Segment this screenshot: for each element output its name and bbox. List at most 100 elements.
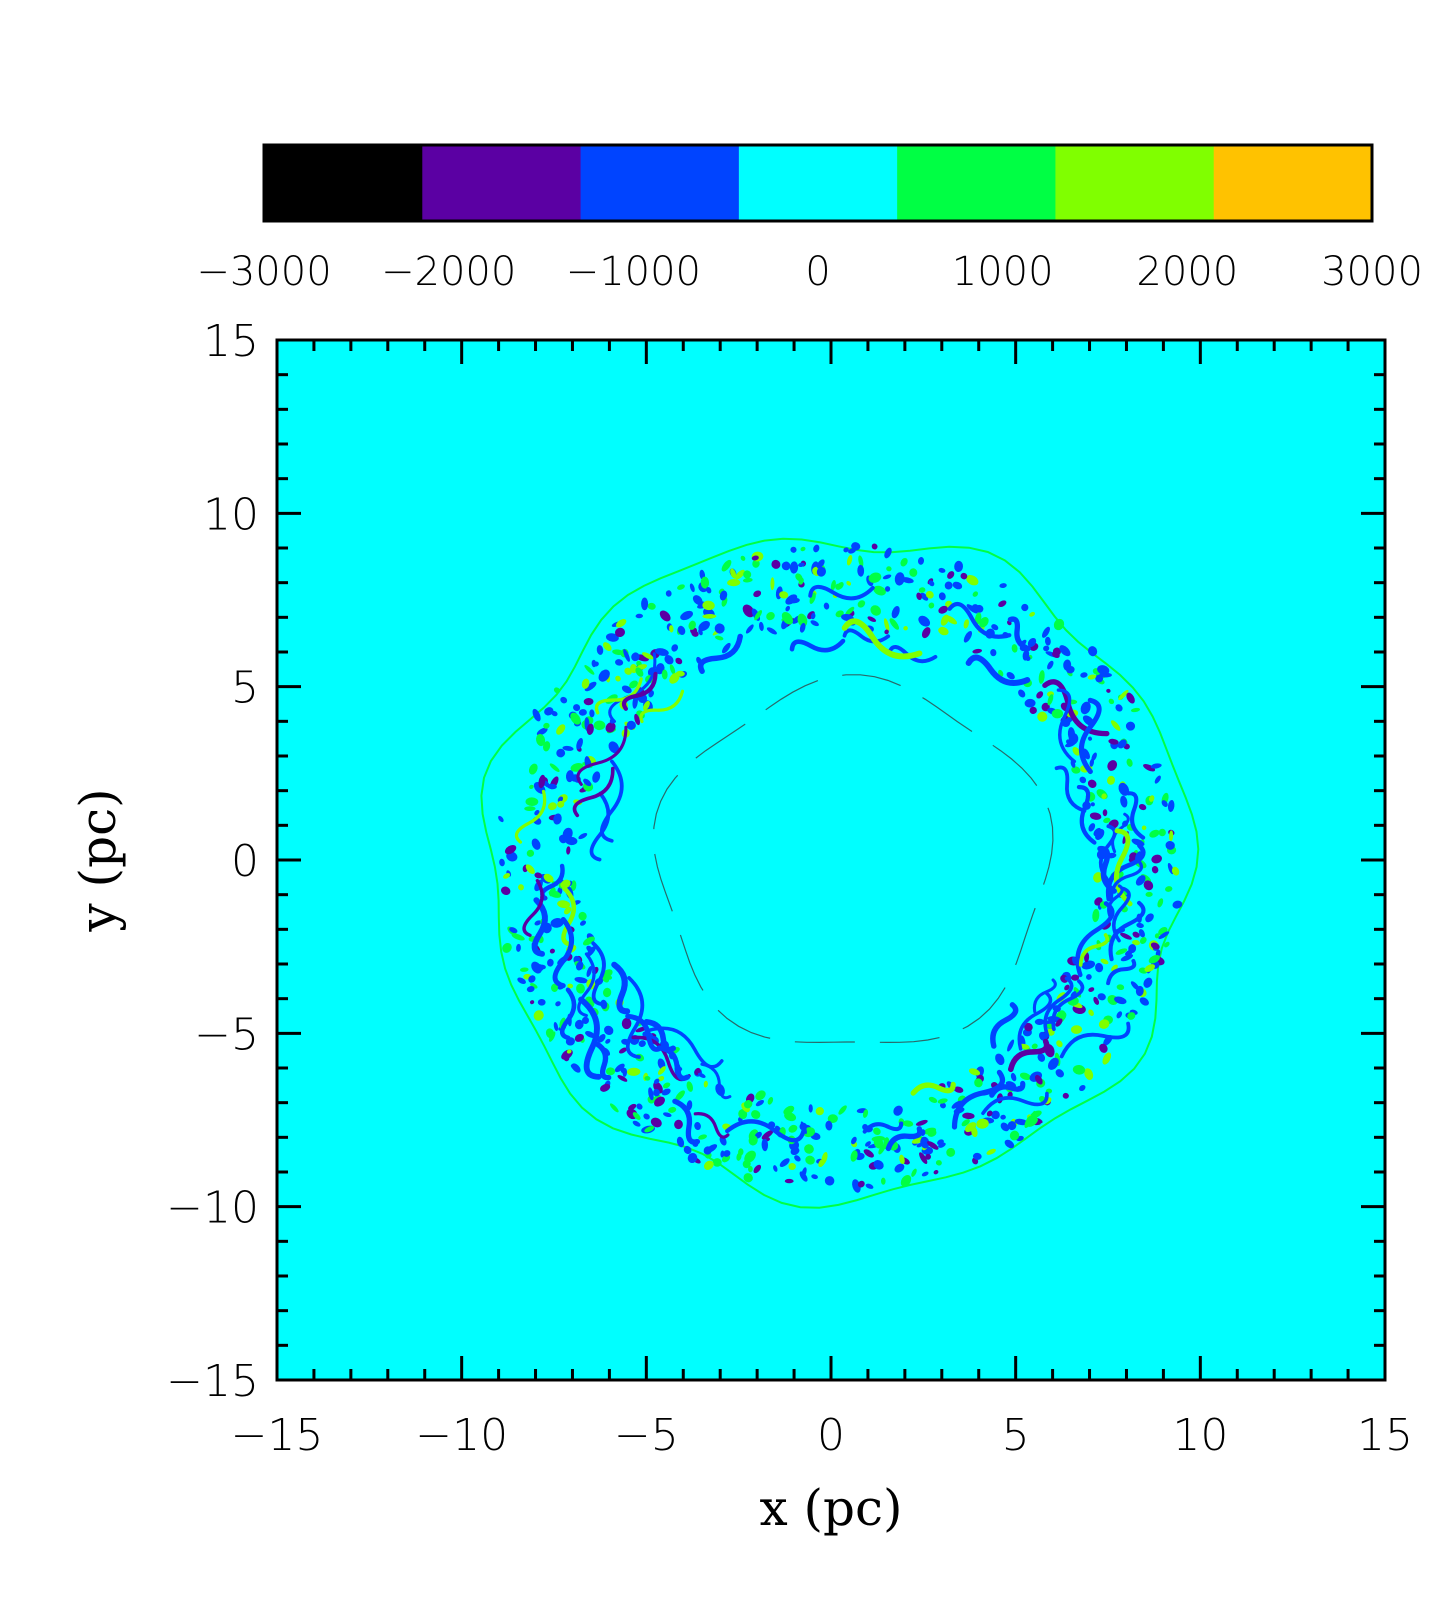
turbulent-blob [1116,984,1125,991]
turbulent-blob [743,570,752,579]
turbulent-blob [578,709,587,716]
turbulent-blob [788,1162,796,1171]
turbulent-blob [1158,828,1166,837]
turbulent-blob [846,554,853,566]
turbulent-blob [626,720,636,730]
turbulent-blob [1151,866,1159,874]
turbulent-blob [1024,1115,1033,1129]
turbulent-blob [838,1105,847,1115]
turbulent-blob [712,1158,722,1167]
turbulent-blob [596,645,604,655]
turbulent-blob [891,605,900,619]
turbulent-blob [688,620,696,630]
turbulent-blob [677,584,685,590]
turbulent-blob [525,864,535,875]
turbulent-blob [616,618,627,628]
turbulent-blob [917,557,925,565]
turbulent-blob [963,630,973,643]
turbulent-blob [1172,900,1183,909]
turbulent-blob [574,1019,584,1030]
filament [842,628,891,644]
turbulent-blob [598,669,610,682]
turbulent-blob [608,741,620,754]
turbulent-blob [1059,645,1071,657]
turbulent-blob [810,620,819,627]
turbulent-blob [557,900,571,909]
filament [989,1080,1026,1098]
turbulent-blob [628,1103,637,1111]
filament [841,618,923,660]
turbulent-blob [1145,913,1154,923]
turbulent-blob [1004,1139,1015,1149]
turbulent-blob [516,943,521,952]
turbulent-blob [604,1025,614,1036]
turbulent-blob [873,1136,884,1149]
turbulent-blob [816,559,825,569]
turbulent-blob [805,1155,815,1165]
turbulent-blob [795,573,803,582]
turbulent-blob [533,1010,544,1021]
x-tick-label: 0 [817,1410,845,1461]
turbulent-blob [1047,694,1054,706]
turbulent-blob [916,592,922,601]
turbulent-blob [1092,908,1100,923]
turbulent-blob [624,667,632,675]
turbulent-blob [1106,775,1116,785]
turbulent-blob [676,1136,685,1148]
turbulent-blob [509,927,518,934]
turbulent-blob [520,967,529,972]
turbulent-blob [1165,886,1173,892]
turbulent-blob [753,590,762,598]
turbulent-blob [920,1136,930,1149]
y-tick-label: 5 [231,663,259,714]
turbulent-blob [560,879,571,889]
turbulent-blob [1135,875,1146,886]
colorbar-tick-label: 1000 [952,249,1054,295]
colorbar-swatch [422,145,582,221]
turbulent-blob [798,562,805,567]
turbulent-blob [1148,954,1160,964]
turbulent-blob [501,886,511,896]
turbulent-blob [720,1150,725,1158]
colorbar-swatches [264,145,1373,221]
filament [862,1121,904,1134]
y-tick-label: −15 [166,1356,259,1407]
turbulent-blob [664,655,674,665]
turbulent-blob [1009,1130,1020,1141]
turbulent-blob [698,1134,707,1140]
filament [1017,991,1053,1051]
turbulent-blob [583,778,592,787]
turbulent-blob [1031,1043,1038,1050]
turbulent-blob [556,724,566,735]
turbulent-blob [893,1105,903,1116]
turbulent-blob [991,1110,1000,1120]
turbulent-blob [1102,1052,1112,1065]
turbulent-blob [1118,782,1130,796]
filament [639,689,685,724]
turbulent-blob [1163,941,1170,948]
filament [572,766,615,818]
turbulent-blob [1168,830,1174,842]
turbulent-blob [799,622,806,633]
filament [591,941,606,1006]
turbulent-blob [915,1119,928,1126]
turbulent-blob [1089,758,1095,767]
turbulent-blob [1125,721,1136,731]
turbulent-blob [593,720,606,731]
turbulent-blob [867,616,877,622]
turbulent-blob [899,1154,905,1165]
turbulent-blob [1145,891,1153,897]
turbulent-blob [771,559,781,569]
turbulent-blob [1000,1114,1006,1120]
turbulent-blob [727,578,741,587]
turbulent-blob [586,966,593,977]
turbulent-blob [644,1075,651,1081]
turbulent-blob [800,546,806,552]
turbulent-blob [804,1144,814,1154]
turbulent-blob [843,547,849,553]
turbulent-blob [797,613,808,627]
turbulent-blob [694,1122,701,1130]
turbulent-blob [574,977,588,984]
turbulent-blob [1171,866,1180,876]
turbulent-blob [878,1143,886,1155]
